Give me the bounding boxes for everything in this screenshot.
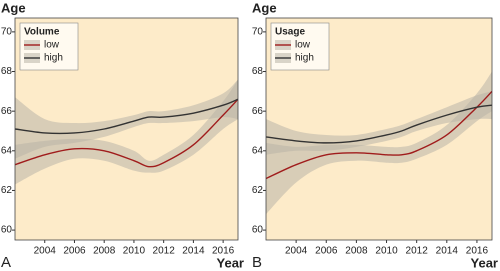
y-axis-title: Age <box>252 0 277 15</box>
x-axis-title: Year <box>217 255 244 270</box>
y-tick-label: 68 <box>1 66 13 77</box>
legend-title: Usage <box>275 27 305 38</box>
x-tick-label: 2008 <box>345 246 368 257</box>
plot-layer <box>266 71 492 215</box>
x-tick-label: 2014 <box>436 246 459 257</box>
y-axis-title: Age <box>1 0 26 15</box>
y-tick-label: 66 <box>252 106 264 117</box>
confidence-band <box>15 79 238 185</box>
x-tick-label: 2004 <box>285 246 308 257</box>
plot-layer <box>15 79 238 185</box>
legend-label: low <box>44 40 60 51</box>
series-line <box>266 104 492 144</box>
x-tick-label: 2006 <box>63 246 86 257</box>
series-line <box>15 98 238 135</box>
legend-title: Volume <box>24 27 60 38</box>
panel-label: A <box>1 254 11 271</box>
plot-frame <box>14 17 239 241</box>
x-tick-label: 2014 <box>182 246 205 257</box>
x-tick-label: 2016 <box>212 246 235 257</box>
x-tick-label: 2010 <box>375 246 398 257</box>
x-tick-label: 2006 <box>315 246 338 257</box>
x-tick-label: 2004 <box>34 246 57 257</box>
x-tick-label: 2012 <box>153 246 176 257</box>
y-tick-label: 70 <box>252 27 264 38</box>
y-tick-label: 68 <box>252 66 264 77</box>
x-tick-label: 2012 <box>406 246 429 257</box>
y-tick-label: 60 <box>1 225 13 236</box>
plot-frame <box>265 17 493 241</box>
confidence-band <box>266 91 492 155</box>
panel-label: B <box>252 254 262 271</box>
legend-label: high <box>295 53 314 64</box>
y-tick-label: 70 <box>1 27 13 38</box>
y-tick-label: 60 <box>252 225 264 236</box>
x-tick-label: 2010 <box>123 246 146 257</box>
y-tick-label: 64 <box>1 145 13 156</box>
confidence-band <box>266 71 492 215</box>
y-tick-label: 64 <box>252 145 264 156</box>
y-tick-label: 66 <box>1 106 13 117</box>
x-tick-label: 2016 <box>466 246 489 257</box>
y-tick-label: 62 <box>1 185 13 196</box>
confidence-band <box>15 79 238 159</box>
series-line <box>266 90 492 180</box>
y-tick-label: 62 <box>252 185 264 196</box>
legend-label: high <box>44 53 63 64</box>
x-tick-label: 2008 <box>93 246 116 257</box>
series-line <box>15 98 238 168</box>
legend-label: low <box>295 40 311 51</box>
x-axis-title: Year <box>471 255 498 270</box>
